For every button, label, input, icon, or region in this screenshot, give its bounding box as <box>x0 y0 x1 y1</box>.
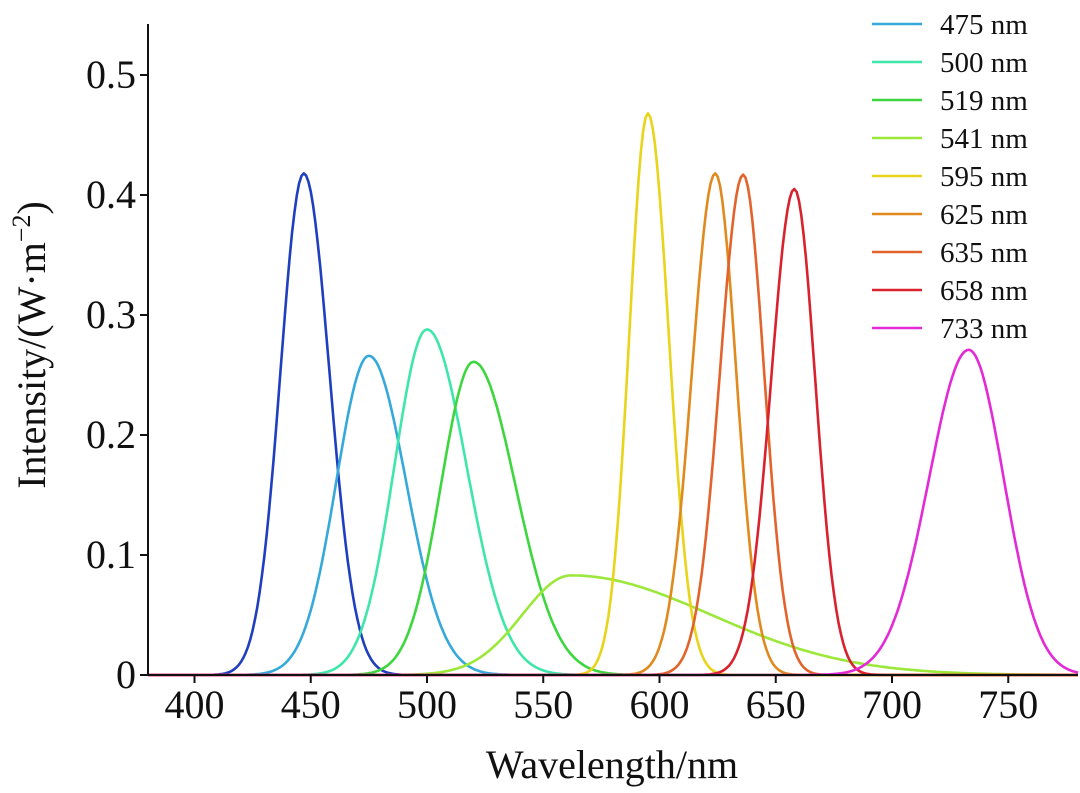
legend-item: 475 nm <box>872 9 1028 41</box>
legend-item: 500 nm <box>872 47 1028 79</box>
series-line-unlabeled-447 <box>148 172 1078 677</box>
x-tick-label: 450 <box>281 682 341 727</box>
y-tick-label: 0.3 <box>86 292 136 337</box>
legend-label: 625 nm <box>940 199 1028 231</box>
series-line-635nm <box>148 173 1078 677</box>
legend-item: 625 nm <box>872 199 1028 231</box>
y-axis-title-base: Intensity/(W·m <box>9 242 54 489</box>
y-axis-title-close: ) <box>9 201 54 214</box>
x-tick-label: 550 <box>513 682 573 727</box>
legend-item: 541 nm <box>872 123 1028 155</box>
x-tick-label: 400 <box>165 682 225 727</box>
y-tick-label: 0.5 <box>86 52 136 97</box>
x-tick-label: 700 <box>862 682 922 727</box>
legend: 475 nm 500 nm 519 nm 541 nm 595 nm 625 nm 635 … <box>872 9 1028 345</box>
series-line-733nm <box>148 348 1079 677</box>
y-ticks: 0 0.1 0.2 0.3 0.4 0.5 <box>86 52 148 697</box>
x-tick-label: 650 <box>746 682 806 727</box>
spectrum-curves <box>148 112 1079 677</box>
legend-item: 733 nm <box>872 313 1028 345</box>
axes <box>147 24 1078 676</box>
legend-item: 519 nm <box>872 85 1028 117</box>
series-line-595nm <box>148 112 1078 677</box>
legend-label: 733 nm <box>940 313 1028 345</box>
x-tick-label: 600 <box>630 682 690 727</box>
legend-item: 658 nm <box>872 275 1028 307</box>
x-tick-label: 500 <box>397 682 457 727</box>
series-line-519nm <box>148 360 1078 677</box>
x-tick-label: 750 <box>978 682 1038 727</box>
series-line-475nm <box>148 354 1078 677</box>
legend-label: 541 nm <box>940 123 1028 155</box>
y-tick-label: 0.2 <box>86 412 136 457</box>
legend-label: 500 nm <box>940 47 1028 79</box>
y-tick-label: 0.1 <box>86 532 136 577</box>
y-axis-title: Intensity/(W·m−2) <box>7 201 54 489</box>
series-line-500nm <box>148 328 1078 677</box>
legend-item: 635 nm <box>872 237 1028 269</box>
y-axis-title-superscript: −2 <box>7 215 36 243</box>
y-tick-label: 0.4 <box>86 172 136 217</box>
legend-label: 475 nm <box>940 9 1028 41</box>
x-axis-title: Wavelength/nm <box>486 742 738 787</box>
legend-label: 595 nm <box>940 161 1028 193</box>
legend-label: 635 nm <box>940 237 1028 269</box>
legend-label: 658 nm <box>940 275 1028 307</box>
series-line-625nm <box>148 172 1078 677</box>
y-tick-label: 0 <box>116 652 136 697</box>
legend-label: 519 nm <box>940 85 1028 117</box>
legend-item: 595 nm <box>872 161 1028 193</box>
x-ticks: 400 450 500 550 600 650 700 750 <box>165 675 1038 727</box>
